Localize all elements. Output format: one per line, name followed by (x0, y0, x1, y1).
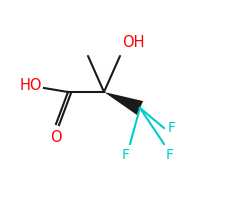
Text: F: F (168, 121, 176, 135)
Text: OH: OH (122, 35, 144, 50)
Text: F: F (122, 148, 130, 162)
Text: F: F (166, 148, 174, 162)
Polygon shape (104, 92, 143, 115)
Text: HO: HO (19, 78, 42, 93)
Text: O: O (50, 130, 62, 145)
